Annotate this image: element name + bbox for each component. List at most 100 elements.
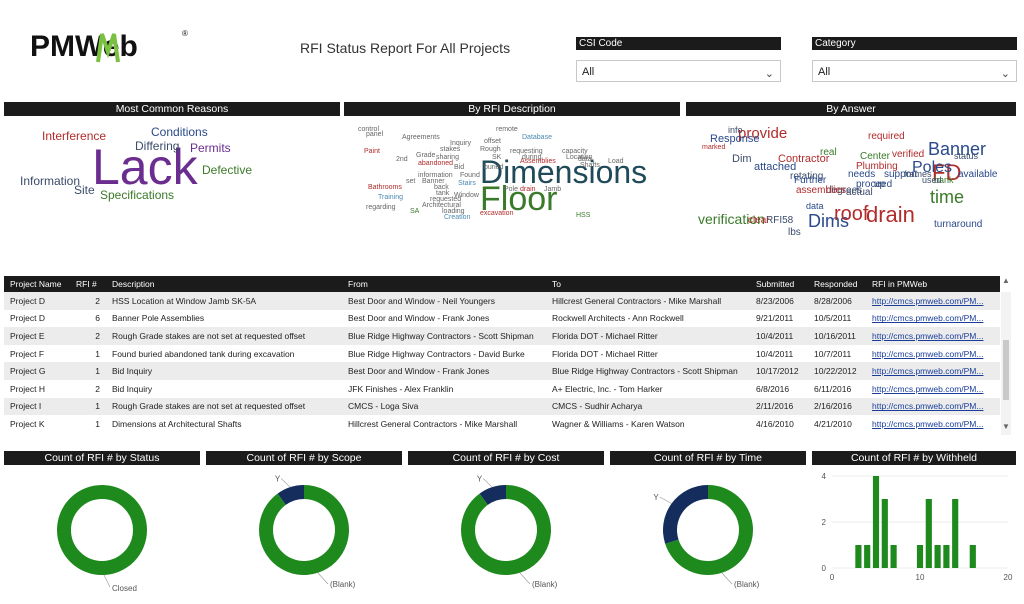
column-header[interactable]: RFI # <box>70 276 106 292</box>
cloud-word[interactable]: Dimensions <box>480 154 648 190</box>
cloud-word[interactable]: stakes <box>440 146 461 153</box>
cloud-word[interactable]: tank <box>436 190 450 197</box>
cloud-word[interactable]: Permits <box>190 141 231 155</box>
cloud-word[interactable]: provide <box>738 125 788 142</box>
table-row[interactable]: Project F 1 Found buried abandoned tank du… <box>4 345 1000 363</box>
cloud-word[interactable]: Bid <box>454 164 465 171</box>
cloud-word[interactable]: panel <box>366 131 384 138</box>
rfi-link[interactable]: http://cmcs.pmweb.com/PM... <box>872 348 984 359</box>
rfi-link[interactable]: http://cmcs.pmweb.com/PM... <box>866 362 1000 380</box>
cloud-word[interactable]: RFI58 <box>766 215 794 226</box>
cloud-word[interactable]: Grade <box>416 152 436 159</box>
cloud-word[interactable]: Specifications <box>100 188 175 202</box>
cloud-word[interactable]: verified <box>892 149 925 160</box>
cloud-word[interactable]: Center <box>860 151 891 162</box>
bar[interactable] <box>890 545 897 568</box>
cloud-word[interactable]: regarding <box>366 204 396 211</box>
cloud-word[interactable]: Bathrooms <box>368 184 402 191</box>
cloud-word[interactable]: excavation <box>480 210 514 217</box>
csi-code-select[interactable]: All ⌄ <box>576 60 781 82</box>
cloud-word[interactable]: Differing <box>135 139 180 153</box>
cloud-word[interactable]: clear <box>748 215 770 226</box>
cloud-word[interactable]: actual <box>846 187 873 198</box>
cloud-word[interactable]: Inquiry <box>450 140 472 147</box>
cloud-word[interactable]: Lack <box>92 139 198 195</box>
cloud-word[interactable]: Banner <box>422 178 445 185</box>
rfi-link[interactable]: http://cmcs.pmweb.com/PM... <box>872 313 984 324</box>
column-header[interactable]: Submitted <box>750 276 808 292</box>
cloud-word[interactable]: HSS <box>576 212 591 219</box>
table-row[interactable]: Project H 2 Bid Inquiry JFK Finishes - Alex… <box>4 380 1000 398</box>
cloud-word[interactable]: frames <box>904 169 932 179</box>
table-row[interactable]: Project D 6 Banner Pole Assemblies Best Doo… <box>4 310 1000 328</box>
cloud-word[interactable]: Architectural <box>422 202 461 209</box>
cloud-word[interactable]: Agreements <box>402 134 440 141</box>
cloud-word[interactable]: Poles <box>912 159 953 176</box>
table-row[interactable]: Project D 2 HSS Location at Window Jamb SK… <box>4 292 1000 310</box>
donut-slice[interactable] <box>277 485 304 505</box>
cloud-word[interactable]: Assemblies <box>520 158 556 165</box>
cloud-word[interactable]: abandoned <box>418 160 454 167</box>
table-row[interactable]: Project K 1 Dimensions at Architectural Sh… <box>4 415 1000 433</box>
rfi-link[interactable]: http://cmcs.pmweb.com/PM... <box>872 383 984 394</box>
category-filter[interactable]: Category All ⌄ <box>812 37 1017 82</box>
donut-slice[interactable] <box>665 485 753 575</box>
scroll-down-icon[interactable]: ▼ <box>1002 422 1010 431</box>
cloud-word[interactable]: Interference <box>42 129 107 143</box>
cloud-word[interactable]: FD <box>932 160 962 185</box>
cloud-word[interactable]: loading <box>442 208 465 215</box>
cloud-word[interactable]: info <box>728 125 743 135</box>
cloud-word[interactable]: drain <box>866 202 915 227</box>
cloud-word[interactable]: Jamb <box>544 186 562 193</box>
cloud-word[interactable]: requesting <box>510 148 543 155</box>
donut-slice[interactable] <box>57 485 147 575</box>
cloud-word[interactable]: rotating <box>790 171 824 182</box>
rfi-link[interactable]: http://cmcs.pmweb.com/PM... <box>872 418 984 429</box>
category-select[interactable]: All ⌄ <box>812 60 1017 82</box>
cloud-word[interactable]: Training <box>378 194 404 201</box>
cloud-word[interactable]: Dim <box>732 153 752 165</box>
cloud-word[interactable]: lbs <box>788 227 801 237</box>
cloud-word[interactable]: assemblies <box>796 185 847 196</box>
cloud-word[interactable]: Database <box>522 134 552 141</box>
cloud-word[interactable]: time <box>930 187 965 207</box>
cloud-word[interactable]: Window <box>454 192 479 199</box>
cloud-word[interactable]: Further <box>794 175 827 186</box>
scrollbar-thumb[interactable] <box>1003 340 1009 400</box>
cloud-word[interactable]: Dims <box>808 211 849 231</box>
bar[interactable] <box>969 545 976 568</box>
cloud-word[interactable]: data <box>578 156 592 163</box>
cloud-word[interactable]: Rough <box>480 146 501 153</box>
cloud-word[interactable]: support <box>884 169 918 180</box>
bar[interactable] <box>925 499 932 568</box>
rfi-link[interactable]: http://cmcs.pmweb.com/PM... <box>866 397 1000 416</box>
cloud-word[interactable]: requested <box>430 196 462 203</box>
cloud-word[interactable]: real <box>820 147 837 158</box>
cloud-word[interactable]: SK <box>492 154 502 161</box>
table-row[interactable]: Project G 1 Bid Inquiry Best Door and Windo… <box>4 362 1000 380</box>
cloud-word[interactable]: during <box>522 154 542 161</box>
cloud-word[interactable]: needs <box>848 169 876 180</box>
cloud-word[interactable]: Location <box>566 154 593 161</box>
cloud-word[interactable]: buried <box>484 164 504 171</box>
bar[interactable] <box>855 545 862 568</box>
column-header[interactable]: Project Name <box>4 276 70 292</box>
cloud-word[interactable]: drain <box>520 186 536 193</box>
rfi-link[interactable]: http://cmcs.pmweb.com/PM... <box>866 327 1000 345</box>
cloud-word[interactable]: 2nd <box>396 156 408 163</box>
bar[interactable] <box>872 476 880 568</box>
bar[interactable] <box>934 545 941 568</box>
column-header[interactable]: To <box>546 276 750 292</box>
cloud-word[interactable]: turnaround <box>934 219 983 230</box>
cloud-word[interactable]: Stairs <box>458 180 476 187</box>
column-header[interactable]: RFI in PMWeb <box>866 276 1000 292</box>
cloud-word[interactable]: Site <box>74 183 95 197</box>
cloud-word[interactable]: verification <box>698 211 765 227</box>
donut-slice[interactable] <box>663 485 708 544</box>
cloud-word[interactable]: attached <box>754 161 797 173</box>
cloud-word[interactable]: SA <box>410 208 420 215</box>
cloud-word[interactable]: up <box>874 179 886 190</box>
scroll-up-icon[interactable]: ▲ <box>1002 276 1010 285</box>
cloud-word[interactable]: Shafts <box>580 162 600 169</box>
cloud-word[interactable]: remote <box>496 126 518 133</box>
